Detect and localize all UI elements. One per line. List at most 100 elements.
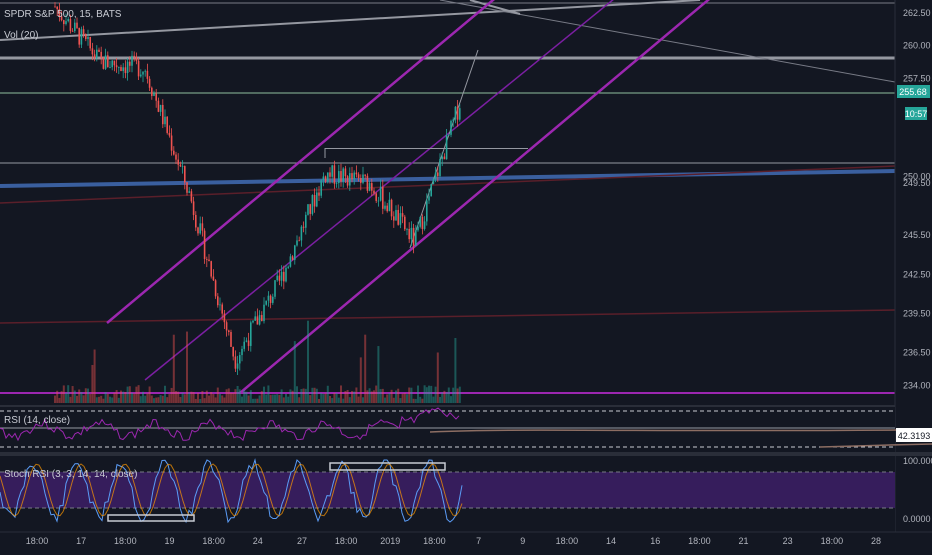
price-tick: 236.50: [903, 348, 931, 358]
volume-bar: [247, 395, 250, 403]
candle-body: [177, 159, 179, 165]
candle-body: [384, 205, 386, 209]
volume-bar: [234, 389, 237, 403]
volume-bar: [168, 394, 171, 403]
volume-bar: [430, 385, 433, 403]
candle-body: [166, 116, 168, 133]
volume-bar: [443, 390, 446, 403]
candle-body: [195, 214, 197, 228]
candle-body: [190, 191, 193, 202]
volume-bar: [377, 346, 380, 403]
volume-bar: [276, 394, 279, 403]
volume-bar: [373, 390, 375, 403]
candle-body: [100, 51, 102, 58]
candle-body: [206, 259, 208, 260]
rsi-pane[interactable]: [0, 407, 895, 452]
volume-bar: [89, 393, 92, 403]
time-tick: 27: [297, 536, 307, 546]
candle-body: [393, 216, 395, 221]
volume-bar: [348, 397, 351, 403]
stoch-d-line: [0, 463, 463, 517]
candle-body: [316, 192, 318, 207]
candle-body: [54, 6, 56, 8]
volume-bar: [58, 397, 61, 403]
candle-body: [417, 226, 419, 231]
volume-bar: [111, 397, 114, 403]
candle-body: [395, 209, 397, 221]
price-tick: 260.00: [903, 41, 931, 51]
volume-bar: [214, 397, 217, 403]
volume-bar: [355, 387, 358, 403]
time-tick: 18:00: [688, 536, 711, 546]
volume-bar: [271, 394, 274, 403]
pane-separator[interactable]: [0, 452, 932, 456]
candle-body: [307, 204, 309, 215]
candle-body: [360, 178, 362, 183]
candle-body: [324, 176, 327, 182]
volume-bar: [456, 388, 459, 403]
volume-bar: [194, 398, 197, 403]
volume-bars: [54, 320, 461, 403]
candle-body: [274, 280, 276, 297]
candle-body: [186, 182, 188, 193]
candle-body: [225, 322, 228, 331]
volume-bar: [245, 391, 248, 403]
volume-bar: [340, 385, 342, 403]
candle-body: [104, 55, 107, 69]
candle-body: [450, 120, 452, 135]
candle-body: [423, 221, 426, 229]
main-pane[interactable]: [0, 0, 895, 405]
candle-body: [386, 205, 388, 212]
candle-body: [298, 240, 300, 242]
candle-body: [397, 209, 399, 225]
volume-bar: [335, 393, 338, 403]
candle-body: [428, 196, 430, 201]
volume-bar: [388, 393, 391, 403]
candle-body: [267, 295, 270, 301]
volume-bar: [395, 390, 397, 403]
volume-bar: [428, 385, 430, 403]
volume-bar: [285, 393, 287, 403]
candle-body: [164, 116, 166, 125]
candle-body: [197, 227, 199, 234]
candle-body: [406, 228, 408, 230]
volume-bar: [300, 389, 303, 403]
candle-body: [241, 348, 243, 356]
candle-body: [142, 71, 144, 75]
candle-body: [399, 213, 402, 225]
channel-upper-line: [106, 0, 495, 324]
volume-bar: [353, 391, 356, 403]
volume-bar: [447, 387, 450, 403]
candle-body: [179, 164, 182, 167]
candle-body: [371, 183, 373, 191]
candle-body: [133, 55, 135, 57]
volume-bar: [120, 390, 122, 403]
candle-body: [434, 172, 437, 180]
volume-bar: [296, 386, 298, 403]
volume-bar: [98, 396, 100, 403]
candle-body: [309, 204, 311, 214]
volume-bar: [210, 392, 213, 403]
candle-body: [250, 322, 252, 346]
time-tick: 18:00: [114, 536, 137, 546]
candle-body: [210, 261, 212, 277]
candle-body: [65, 21, 67, 25]
volume-bar: [384, 397, 386, 403]
candle-body: [151, 87, 153, 96]
time-axis[interactable]: [0, 532, 932, 550]
candle-body: [144, 70, 146, 72]
volume-bar: [164, 385, 166, 403]
volume-bar: [183, 394, 186, 403]
volume-bar: [122, 391, 125, 403]
time-tick: 28: [871, 536, 881, 546]
volume-bar: [150, 395, 153, 403]
volume-bar: [357, 396, 360, 403]
candle-body: [353, 172, 355, 180]
candle-body: [327, 172, 329, 182]
candle-body: [118, 67, 120, 68]
candle-body: [212, 276, 215, 281]
volume-bar: [252, 398, 254, 403]
volume-bar: [386, 394, 389, 403]
